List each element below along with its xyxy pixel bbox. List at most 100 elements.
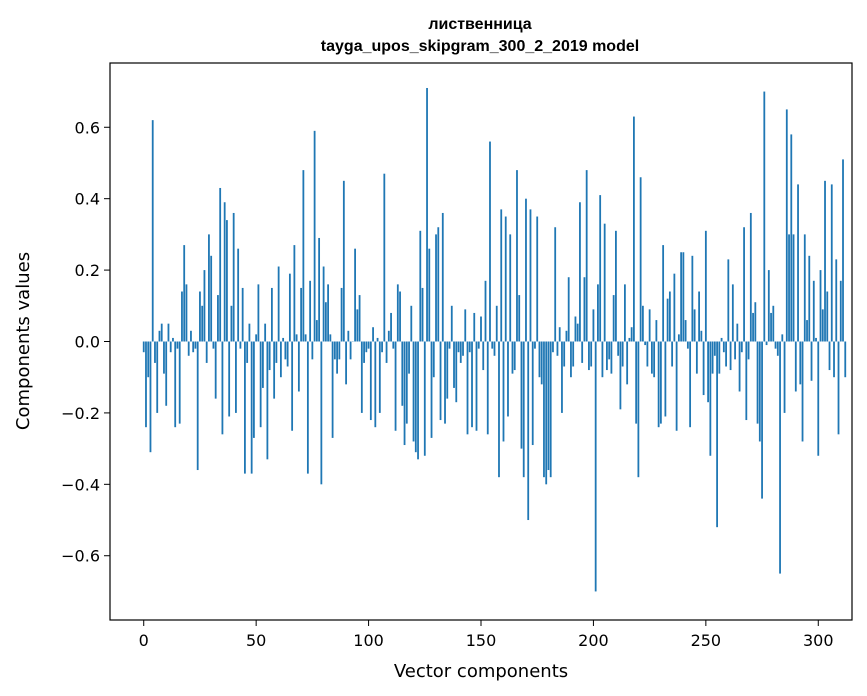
bar — [160, 323, 163, 342]
bar — [664, 341, 667, 417]
bar — [158, 330, 161, 342]
bar — [815, 337, 817, 342]
bar — [405, 341, 408, 424]
bar — [172, 337, 174, 342]
bar — [426, 87, 428, 342]
bar — [327, 284, 329, 342]
bar — [408, 341, 410, 374]
bar — [504, 216, 507, 342]
bar — [702, 341, 705, 396]
bar — [239, 341, 242, 349]
bar — [810, 341, 813, 381]
bar — [617, 341, 620, 356]
bar — [322, 266, 325, 342]
bar — [306, 341, 309, 474]
bar — [235, 341, 237, 413]
bar — [754, 302, 757, 342]
x-tick-label: 100 — [353, 631, 384, 650]
bar — [758, 341, 761, 442]
bar — [286, 341, 289, 367]
bar — [581, 341, 584, 363]
bar — [749, 212, 752, 342]
bar — [181, 291, 183, 342]
bar — [183, 245, 186, 342]
bar — [145, 341, 147, 428]
bar — [448, 341, 451, 349]
bar — [695, 341, 698, 374]
bar — [718, 341, 721, 374]
bar — [257, 284, 260, 342]
bar — [466, 341, 469, 435]
bar — [655, 320, 658, 342]
bar — [574, 316, 577, 342]
bar — [590, 341, 593, 367]
bar — [311, 341, 314, 360]
bar — [567, 277, 570, 342]
bar — [208, 234, 210, 342]
bar — [833, 341, 835, 378]
bar — [219, 187, 222, 342]
bar — [441, 212, 444, 342]
bar — [538, 341, 541, 378]
bar — [318, 237, 321, 342]
bar — [646, 341, 649, 367]
bar — [284, 341, 287, 360]
bar — [761, 341, 763, 499]
bar — [745, 341, 748, 421]
bar — [302, 170, 305, 342]
bar — [270, 287, 273, 342]
bar — [457, 341, 460, 353]
bar — [752, 312, 754, 342]
x-axis-label: Vector components — [394, 661, 568, 682]
bar — [839, 280, 842, 342]
y-tick-label: −0.6 — [61, 547, 100, 566]
bar — [455, 341, 458, 403]
bar — [619, 341, 622, 410]
x-tick-label: 0 — [139, 631, 149, 650]
bar — [498, 341, 500, 478]
bar — [650, 341, 653, 374]
bar — [588, 341, 590, 371]
bar — [529, 209, 532, 342]
bar — [653, 341, 656, 378]
bar — [300, 287, 303, 342]
y-tick-label: −0.4 — [61, 475, 100, 494]
bar — [419, 230, 422, 342]
bar — [686, 341, 689, 349]
bar — [767, 270, 770, 342]
bar — [376, 337, 379, 342]
bar — [439, 341, 442, 421]
bar — [205, 341, 208, 363]
bar — [522, 341, 525, 478]
bar — [345, 341, 347, 385]
bar — [354, 248, 356, 342]
bar — [156, 341, 159, 413]
bar — [471, 341, 473, 428]
bar — [203, 270, 206, 342]
bar — [747, 341, 750, 360]
bar — [626, 341, 629, 385]
bar — [756, 341, 759, 424]
bar — [421, 287, 424, 342]
bar — [304, 334, 307, 342]
bar — [192, 341, 195, 353]
bar — [259, 341, 262, 428]
bar — [731, 284, 734, 342]
bar — [277, 266, 280, 342]
bar — [606, 341, 608, 371]
bar — [459, 341, 462, 363]
bar — [340, 287, 343, 342]
bar — [279, 341, 282, 378]
bar — [396, 284, 399, 342]
bar — [662, 245, 665, 342]
bar — [599, 195, 602, 342]
bar — [545, 341, 548, 485]
bar — [372, 327, 374, 342]
bar — [149, 341, 152, 453]
bar — [394, 341, 397, 431]
bar — [561, 341, 563, 413]
bar — [358, 295, 361, 342]
bar — [819, 270, 822, 342]
bar — [446, 341, 449, 399]
bar — [237, 248, 240, 342]
